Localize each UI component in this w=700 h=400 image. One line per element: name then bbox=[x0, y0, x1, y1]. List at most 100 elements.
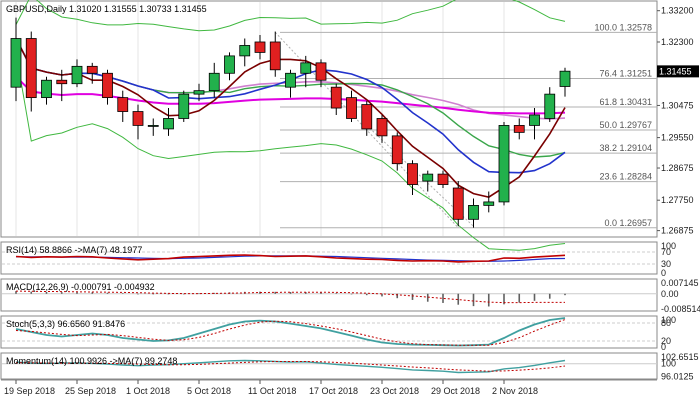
date-tick-label: 11 Oct 2018 bbox=[248, 386, 296, 396]
current-price-label: 1.31455 bbox=[659, 66, 692, 76]
macd-panel-title: MACD(12,26,9) -0.000791 -0.004932 bbox=[6, 282, 155, 292]
macd-histogram-bar bbox=[548, 293, 551, 299]
fibonacci-trend-line bbox=[366, 125, 474, 227]
indicator-tick-label: 0 bbox=[661, 342, 666, 352]
price-tick-label: 1.33200 bbox=[661, 6, 694, 16]
bearish-candle bbox=[86, 65, 98, 74]
macd-histogram-bar bbox=[167, 293, 170, 295]
momentum-line bbox=[15, 359, 566, 374]
fibonacci-level-label: 50.0 1.29767 bbox=[599, 120, 652, 130]
bearish-candle bbox=[361, 104, 373, 130]
rsi-panel-title: RSI(14) 58.8866 ->MA(7) 48.1977 bbox=[6, 245, 142, 255]
date-tick-label: 1 Oct 2018 bbox=[126, 386, 170, 396]
indicator-tick-label: 96.0125 bbox=[661, 372, 694, 382]
bearish-candle bbox=[117, 97, 129, 112]
macd-histogram-bar bbox=[518, 293, 521, 303]
bearish-candle bbox=[513, 125, 525, 133]
bearish-candle bbox=[25, 38, 37, 99]
price-tick-label: 1.32300 bbox=[661, 37, 694, 47]
macd-histogram-bar bbox=[487, 293, 490, 307]
date-tick-label: 25 Sep 2018 bbox=[65, 386, 116, 396]
macd-histogram-bar bbox=[198, 293, 200, 295]
bullish-candle bbox=[285, 72, 296, 88]
macd-histogram-bar bbox=[213, 292, 216, 294]
bearish-candle bbox=[437, 173, 449, 185]
macd-histogram-bar bbox=[274, 291, 277, 294]
rsi-panel-border bbox=[0, 241, 658, 275]
bearish-candle bbox=[269, 41, 281, 71]
indicator-tick-label: 100 bbox=[661, 315, 676, 325]
macd-histogram-bar bbox=[30, 291, 33, 294]
indicator-tick-label: 100 bbox=[661, 359, 676, 369]
moving-average-5 bbox=[15, 38, 566, 198]
macd-panel: MACD(12,26,9) -0.000791 -0.004932 0.0071… bbox=[0, 278, 700, 314]
momentum-panel-border bbox=[0, 352, 658, 380]
macd-histogram-bar bbox=[426, 293, 429, 302]
macd-histogram-bar bbox=[91, 292, 94, 294]
macd-histogram-bar bbox=[365, 293, 368, 296]
date-axis: 19 Sep 2018 25 Sep 2018 1 Oct 2018 5 Oct 20… bbox=[1, 379, 657, 396]
macd-histogram-bar bbox=[335, 293, 338, 294]
macd-histogram-bar bbox=[472, 293, 475, 307]
indicator-tick-label: 0.007145 bbox=[661, 278, 699, 288]
bullish-candle bbox=[41, 79, 52, 99]
bearish-candle bbox=[56, 79, 68, 85]
rsi-line bbox=[15, 254, 566, 263]
macd-histogram-bar bbox=[76, 292, 78, 294]
indicator-tick-label: 70 bbox=[661, 247, 671, 257]
bollinger-upper-band bbox=[15, 0, 566, 32]
fibonacci-level-label: 38.2 1.29104 bbox=[599, 143, 652, 153]
bearish-candle bbox=[346, 97, 357, 119]
bullish-candle bbox=[178, 93, 190, 119]
bearish-candle bbox=[391, 135, 403, 165]
bullish-candle bbox=[193, 90, 205, 95]
macd-histogram-bar bbox=[304, 292, 307, 294]
indicator-tick-label: 80 bbox=[661, 318, 671, 328]
macd-histogram-bar bbox=[15, 291, 17, 294]
indicator-tick-label: -0.008514 bbox=[661, 304, 700, 314]
bearish-candle bbox=[407, 163, 418, 185]
bollinger-lower-band bbox=[15, 52, 566, 251]
momentum-panel-title: Momentum(14) 100.9926 ->MA(7) 99.2748 bbox=[6, 356, 177, 366]
date-tick-label: 23 Oct 2018 bbox=[370, 386, 419, 396]
moving-average-14 bbox=[15, 38, 566, 158]
macd-histogram-bar bbox=[503, 293, 505, 305]
indicator-tick-label: 30 bbox=[661, 259, 671, 269]
indicator-tick-label: 0.00 bbox=[661, 289, 679, 299]
price-tick-label: 1.27750 bbox=[661, 195, 694, 205]
macd-histogram-bar bbox=[533, 293, 536, 301]
price-tick-label: 1.30475 bbox=[661, 100, 694, 110]
indicator-tick-label: 102.6515 bbox=[661, 352, 699, 362]
bullish-candle bbox=[498, 125, 510, 203]
bearish-candle bbox=[254, 41, 266, 53]
macd-histogram-bar bbox=[396, 293, 399, 299]
macd-histogram-bar bbox=[121, 293, 124, 294]
macd-histogram-bar bbox=[320, 292, 322, 294]
price-tick-label: 1.26875 bbox=[661, 226, 694, 236]
date-tick-label: 19 Sep 2018 bbox=[4, 386, 55, 396]
current-price-box bbox=[657, 65, 699, 78]
bullish-candle bbox=[163, 118, 174, 130]
indicator-tick-label: 0 bbox=[661, 268, 666, 278]
bearish-candle bbox=[132, 111, 144, 126]
bullish-candle bbox=[422, 173, 434, 182]
bullish-candle bbox=[224, 55, 235, 74]
macd-histogram-bar bbox=[60, 292, 63, 294]
fibonacci-level-label: 76.4 1.31251 bbox=[599, 68, 652, 78]
macd-histogram-bar bbox=[411, 293, 414, 300]
macd-histogram-bar bbox=[457, 293, 460, 305]
macd-histogram-bar bbox=[106, 292, 109, 294]
date-tick-label: 17 Oct 2018 bbox=[309, 386, 358, 396]
bullish-candle bbox=[559, 70, 571, 87]
stochastic-d-line bbox=[15, 319, 566, 346]
momentum-panel: Momentum(14) 100.9926 ->MA(7) 99.2748 10… bbox=[0, 352, 699, 382]
macd-histogram-bar bbox=[182, 293, 185, 295]
bearish-candle bbox=[102, 72, 113, 99]
macd-panel-border bbox=[0, 278, 658, 312]
price-tick-label: 1.28675 bbox=[661, 163, 694, 173]
bullish-candle bbox=[544, 93, 556, 119]
bullish-candle bbox=[483, 201, 495, 206]
